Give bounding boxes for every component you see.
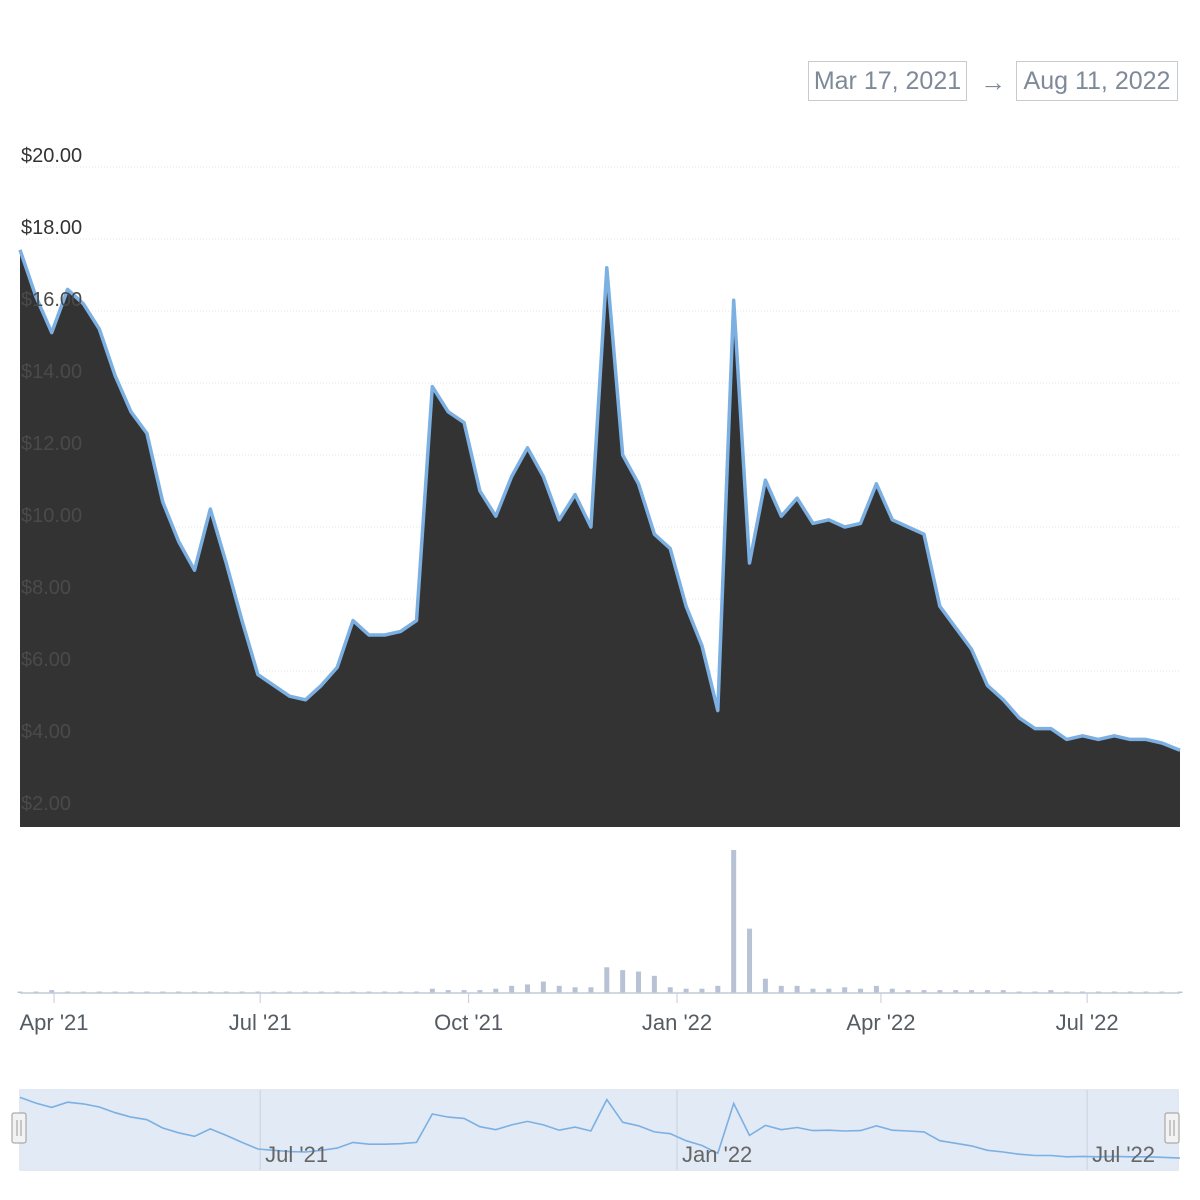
volume-bar xyxy=(953,990,959,993)
volume-bar xyxy=(873,985,879,993)
volume-bar xyxy=(461,990,467,993)
y-tick-label: $4.00 xyxy=(21,721,71,743)
volume-bar xyxy=(636,971,642,993)
x-axis: Apr '21 Jul '21 Oct '21 Jan '22 Apr '22 Jul '… xyxy=(19,993,1119,1035)
date-range-to-input[interactable]: Aug 11, 2022 xyxy=(1016,61,1178,101)
volume-bar xyxy=(445,990,451,993)
volume-bar xyxy=(556,985,562,993)
volume-bar xyxy=(905,990,911,993)
navigator-right-handle[interactable] xyxy=(1164,1112,1180,1144)
x-tick-label: Apr '21 xyxy=(19,1010,88,1035)
volume-bar xyxy=(762,978,768,993)
price-area xyxy=(20,249,1180,828)
volume-bar xyxy=(493,988,499,993)
volume-bar xyxy=(747,928,753,993)
volume-bar xyxy=(731,850,737,993)
volume-bar xyxy=(683,988,689,993)
x-tick-label: Jan '22 xyxy=(642,1010,712,1035)
date-range-from-input[interactable]: Mar 17, 2021 xyxy=(808,61,967,101)
volume-bar xyxy=(889,988,895,993)
navigator-left-handle[interactable] xyxy=(11,1112,27,1144)
navigator-selection[interactable] xyxy=(20,1090,1178,1170)
volume-bar xyxy=(778,985,784,993)
volume-bar xyxy=(984,990,990,993)
navigator[interactable]: Jul '21 Jan '22 Jul '22 xyxy=(11,1089,1181,1171)
volume-bar xyxy=(1048,990,1054,993)
volume-bar xyxy=(588,987,594,993)
volume-bar xyxy=(604,967,610,993)
x-tick-label: Oct '21 xyxy=(434,1010,503,1035)
volume-bar xyxy=(525,984,530,993)
volume-bar xyxy=(509,985,515,993)
volume-bar xyxy=(699,988,705,993)
volume-bar xyxy=(858,988,864,993)
volume-bars xyxy=(17,850,1183,993)
volume-bar xyxy=(810,988,816,993)
volume-bar xyxy=(49,990,55,993)
y-axis: $2.00 $4.00 $6.00 $8.00 $10.00 $12.00 $14.00 $1… xyxy=(21,145,82,815)
y-tick-label: $8.00 xyxy=(21,577,71,599)
volume-bar xyxy=(540,981,546,993)
y-tick-label: $2.00 xyxy=(21,793,71,815)
volume-bar xyxy=(667,987,673,993)
navigator-series-line xyxy=(19,1096,1181,1159)
navigator-x-axis: Jul '21 Jan '22 Jul '22 xyxy=(265,1142,1155,1167)
volume-bar xyxy=(937,990,943,993)
y-tick-label: $6.00 xyxy=(21,649,71,671)
y-tick-label: $14.00 xyxy=(21,361,82,383)
volume-bar xyxy=(826,988,832,993)
volume-bar xyxy=(842,987,848,993)
volume-bar xyxy=(429,988,435,993)
navigator-tick-label: Jan '22 xyxy=(682,1142,752,1167)
volume-bar xyxy=(1000,990,1006,993)
y-tick-label: $10.00 xyxy=(21,505,82,527)
y-tick-label: $12.00 xyxy=(21,433,82,455)
volume-bar xyxy=(921,990,927,993)
y-tick-label: $20.00 xyxy=(21,145,82,167)
volume-bar xyxy=(651,975,657,993)
navigator-tick-label: Jul '21 xyxy=(265,1142,328,1167)
y-tick-label: $18.00 xyxy=(21,217,82,239)
x-tick-label: Jul '21 xyxy=(229,1010,292,1035)
x-tick-label: Apr '22 xyxy=(846,1010,915,1035)
price-line xyxy=(18,249,1181,752)
volume-bar xyxy=(477,990,483,993)
volume-bar xyxy=(715,985,721,993)
volume-bar xyxy=(969,990,975,993)
range-arrow-icon: → xyxy=(980,67,1006,97)
navigator-tick-label: Jul '22 xyxy=(1092,1142,1155,1167)
volume-bar xyxy=(572,987,578,993)
volume-bar xyxy=(620,970,626,993)
x-tick-label: Jul '22 xyxy=(1056,1010,1119,1035)
volume-bar xyxy=(794,985,800,993)
y-tick-label: $16.00 xyxy=(21,289,82,311)
